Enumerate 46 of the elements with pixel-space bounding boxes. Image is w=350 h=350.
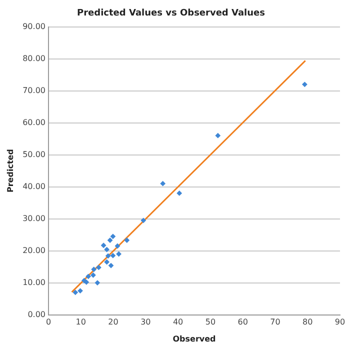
point — [72, 290, 78, 295]
point — [91, 266, 96, 272]
point — [96, 264, 102, 270]
point — [116, 252, 122, 256]
y-tick-label: 20.00 — [22, 246, 46, 255]
point — [110, 234, 116, 239]
y-tick-label: 70.00 — [22, 86, 46, 95]
point — [86, 274, 91, 279]
x-tick-label: 50 — [205, 318, 216, 327]
point — [101, 242, 106, 248]
point — [104, 247, 110, 252]
y-axis-title: Predicted — [6, 148, 15, 193]
chart-title: Predicted Values vs Observed Values — [76, 8, 266, 19]
point — [110, 253, 116, 258]
x-tick-label: 30 — [140, 318, 151, 327]
point — [302, 82, 308, 87]
x-tick-label: 20 — [108, 318, 118, 327]
x-tick-label: 10 — [76, 318, 86, 327]
point — [176, 190, 182, 196]
x-axis-title: Observed — [172, 334, 216, 344]
x-tick-label: 60 — [238, 318, 248, 327]
point — [90, 272, 96, 278]
point — [104, 260, 110, 264]
x-tick-label: 80 — [302, 318, 313, 327]
y-tick-label: 60.00 — [22, 118, 46, 127]
y-tick-label: 30.00 — [22, 214, 46, 223]
point — [215, 133, 220, 138]
y-tick-label: 0.00 — [28, 310, 46, 319]
y-tick-label: 90.00 — [22, 22, 46, 31]
point — [78, 288, 83, 294]
point — [140, 218, 146, 223]
point — [124, 238, 130, 243]
y-tick-label: 80.00 — [22, 54, 46, 63]
point — [114, 244, 120, 248]
y-tick-label: 10.00 — [22, 278, 46, 287]
x-tick-label: 70 — [270, 318, 280, 327]
point — [106, 253, 111, 258]
point — [108, 238, 113, 243]
point — [94, 280, 100, 286]
y-tick-label: 40.00 — [22, 182, 46, 191]
x-tick-label: 40 — [172, 318, 184, 327]
y-tick-label: 50.00 — [22, 150, 46, 159]
point — [160, 181, 166, 186]
x-tick-label: 0 — [46, 318, 52, 327]
point — [108, 263, 114, 268]
x-tick-label: 90 — [334, 318, 346, 327]
